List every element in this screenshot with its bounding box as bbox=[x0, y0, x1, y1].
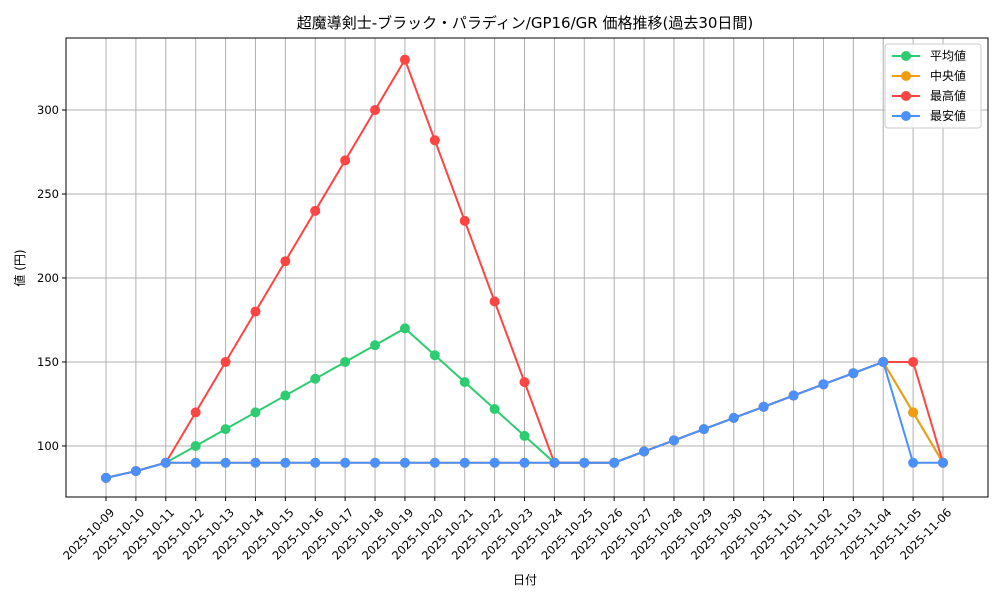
data-point bbox=[370, 340, 381, 351]
data-point bbox=[399, 54, 410, 65]
data-point bbox=[788, 390, 799, 401]
y-tick-label: 100 bbox=[37, 439, 59, 453]
data-point bbox=[370, 457, 381, 468]
data-point bbox=[668, 435, 679, 446]
data-point bbox=[250, 407, 261, 418]
data-point bbox=[698, 424, 709, 435]
data-point bbox=[310, 457, 321, 468]
data-point bbox=[280, 457, 291, 468]
data-point bbox=[908, 407, 919, 418]
data-point bbox=[340, 457, 351, 468]
y-tick-label: 250 bbox=[37, 187, 59, 201]
data-point bbox=[429, 350, 440, 361]
data-point bbox=[459, 457, 470, 468]
data-point bbox=[250, 457, 261, 468]
data-point bbox=[908, 457, 919, 468]
legend-marker bbox=[901, 71, 911, 81]
data-point bbox=[519, 377, 530, 388]
y-tick-label: 150 bbox=[37, 355, 59, 369]
legend-label: 最高値 bbox=[930, 88, 966, 103]
data-point bbox=[399, 323, 410, 334]
y-tick-label: 300 bbox=[37, 103, 59, 117]
plot-frame bbox=[65, 37, 989, 498]
legend-label: 平均値 bbox=[930, 48, 966, 63]
data-point bbox=[190, 440, 201, 451]
data-point bbox=[220, 356, 231, 367]
data-point bbox=[190, 457, 201, 468]
legend-label: 最安値 bbox=[930, 108, 966, 123]
data-point bbox=[639, 446, 650, 457]
data-point bbox=[190, 407, 201, 418]
legend-box bbox=[884, 43, 982, 129]
data-point bbox=[818, 379, 829, 390]
data-point bbox=[340, 155, 351, 166]
data-point bbox=[878, 356, 889, 367]
data-point bbox=[519, 430, 530, 441]
legend-label: 中央値 bbox=[930, 68, 966, 83]
data-point bbox=[459, 377, 470, 388]
data-point bbox=[101, 472, 111, 483]
chart-title: 超魔導剣士-ブラック・パラディン/GP16/GR 価格推移(過去30日間) bbox=[297, 14, 754, 32]
y-tick-label: 200 bbox=[37, 271, 59, 285]
data-point bbox=[280, 390, 291, 401]
data-point bbox=[489, 457, 500, 468]
data-point bbox=[220, 424, 231, 435]
data-point bbox=[908, 356, 919, 367]
data-point bbox=[489, 296, 500, 307]
data-point bbox=[579, 457, 590, 468]
data-point bbox=[220, 457, 231, 468]
data-point bbox=[399, 457, 410, 468]
y-axis-label: 値 (円) bbox=[12, 249, 27, 286]
data-point bbox=[459, 215, 470, 226]
data-point bbox=[160, 457, 171, 468]
data-point bbox=[310, 373, 321, 384]
data-point bbox=[758, 401, 769, 412]
legend-marker bbox=[901, 51, 911, 61]
series-3 bbox=[101, 356, 948, 483]
data-point bbox=[250, 306, 261, 317]
data-point bbox=[489, 403, 500, 414]
data-point bbox=[609, 457, 620, 468]
data-point bbox=[728, 412, 739, 423]
data-point bbox=[519, 457, 530, 468]
data-point bbox=[340, 356, 351, 367]
data-point bbox=[848, 368, 859, 379]
data-point bbox=[549, 457, 560, 468]
data-point bbox=[130, 466, 141, 477]
x-axis-label: 日付 bbox=[513, 573, 537, 587]
data-point bbox=[938, 457, 948, 468]
data-point bbox=[370, 105, 381, 116]
data-point bbox=[310, 205, 321, 216]
legend-marker bbox=[901, 111, 911, 121]
data-point bbox=[280, 256, 291, 267]
data-point bbox=[429, 457, 440, 468]
legend-marker bbox=[901, 91, 911, 101]
data-point bbox=[429, 135, 440, 146]
